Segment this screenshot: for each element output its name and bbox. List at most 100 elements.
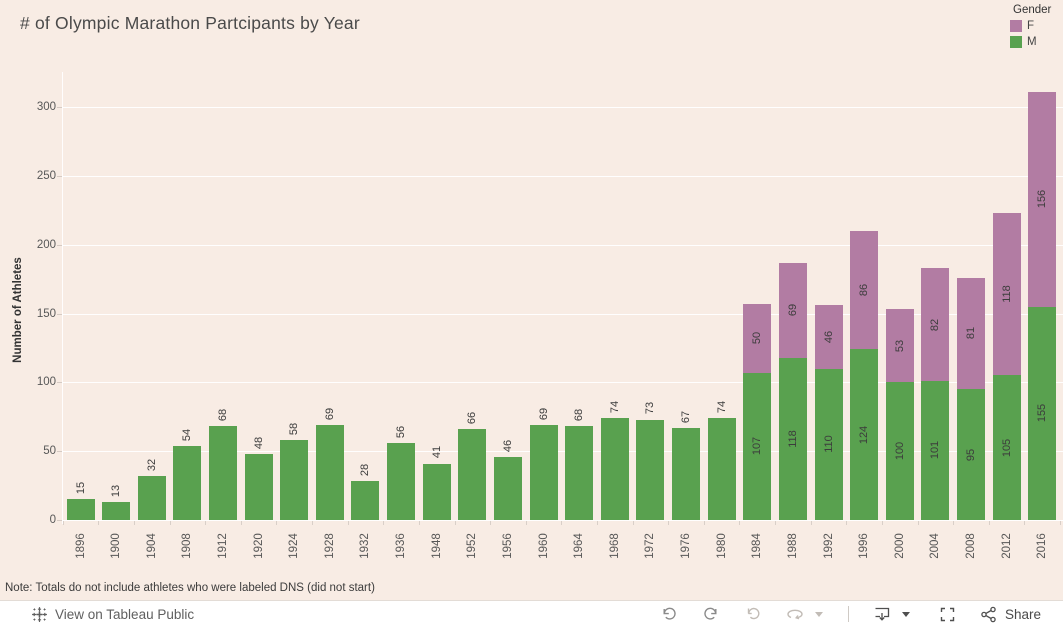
- bar-2008-m[interactable]: [957, 389, 985, 520]
- bar-label-1996-f: 86: [858, 283, 871, 297]
- x-tick-14: [561, 521, 563, 525]
- bar-label-2000-f: 53: [893, 339, 906, 352]
- bar-label-1928: 69: [323, 407, 336, 421]
- footer-bar: View on Tableau Public: [0, 600, 1063, 627]
- y-tick-label-150: 150: [36, 307, 56, 320]
- bar-2000-f[interactable]: [885, 309, 914, 383]
- bar-1988-f[interactable]: [778, 262, 807, 358]
- legend-item-m[interactable]: M: [1010, 36, 1062, 48]
- bar-1992-f[interactable]: [814, 305, 843, 369]
- bar-1900-m[interactable]: [102, 502, 131, 520]
- bar-2012-m[interactable]: [992, 375, 1021, 520]
- bar-label-2012-f: 118: [1000, 285, 1013, 303]
- x-axis-label-1920: 1920: [252, 533, 265, 559]
- bar-label-1976: 67: [680, 410, 693, 423]
- x-tick-28: [1060, 521, 1062, 525]
- bar-1988-m[interactable]: [778, 357, 807, 520]
- bar-label-1984-m: 107: [751, 437, 764, 456]
- bar-1936-m[interactable]: [387, 442, 416, 520]
- x-axis-label-1908: 1908: [181, 533, 194, 559]
- bar-2008-f[interactable]: [957, 277, 985, 390]
- x-tick-20: [775, 521, 777, 525]
- bar-1960-m[interactable]: [529, 425, 558, 520]
- toolbar: Share: [660, 605, 1041, 624]
- view-on-tableau-public-link[interactable]: View on Tableau Public: [31, 606, 194, 623]
- bar-label-1932: 28: [359, 464, 372, 477]
- fullscreen-button[interactable]: [939, 605, 957, 623]
- legend-item-f[interactable]: F: [1010, 20, 1062, 32]
- bar-1972-m[interactable]: [636, 419, 665, 520]
- bar-1996-m[interactable]: [850, 349, 879, 520]
- x-axis-label-1952: 1952: [466, 533, 479, 559]
- revert-icon: [744, 605, 762, 623]
- bar-label-2012-m: 105: [1000, 438, 1013, 457]
- x-axis-label-1936: 1936: [395, 533, 408, 559]
- bar-2004-m[interactable]: [921, 380, 950, 520]
- undo-button[interactable]: [660, 605, 678, 623]
- x-axis-label-1904: 1904: [145, 533, 158, 559]
- bar-label-1908: 54: [181, 428, 194, 441]
- bar-1976-m[interactable]: [672, 427, 701, 520]
- bar-1968-m[interactable]: [600, 418, 629, 520]
- bar-1912-m[interactable]: [208, 426, 237, 520]
- bar-label-1980: 74: [715, 400, 728, 414]
- y-tick-label-200: 200: [36, 238, 56, 251]
- revert-button[interactable]: [744, 605, 762, 623]
- page-title: # of Olympic Marathon Partcipants by Yea…: [20, 13, 360, 33]
- bar-1908-m[interactable]: [173, 445, 202, 520]
- bar-1984-m[interactable]: [743, 372, 772, 520]
- bar-1928-m[interactable]: [315, 425, 344, 520]
- legend-label-f: F: [1027, 20, 1035, 32]
- refresh-caret-button[interactable]: [810, 605, 828, 623]
- x-tick-7: [312, 521, 314, 525]
- fullscreen-icon: [938, 605, 957, 624]
- bar-label-1900: 13: [110, 484, 123, 498]
- x-axis-label-2000: 2000: [893, 533, 906, 559]
- gridline-150: [62, 313, 1063, 315]
- bar-1932-m[interactable]: [351, 481, 380, 520]
- bar-label-1964: 68: [573, 409, 586, 422]
- x-axis-label-1992: 1992: [822, 533, 835, 559]
- x-axis-label-1996: 1996: [858, 533, 871, 559]
- bar-1964-m[interactable]: [565, 426, 594, 520]
- bar-1948-m[interactable]: [422, 463, 451, 520]
- bar-1924-m[interactable]: [280, 440, 309, 520]
- bar-label-1960: 69: [537, 407, 550, 421]
- download-button[interactable]: [873, 605, 891, 623]
- refresh-button[interactable]: [786, 605, 804, 623]
- bar-label-2008-f: 81: [965, 327, 977, 340]
- x-tick-17: [668, 521, 670, 525]
- bar-1896-m[interactable]: [66, 499, 95, 520]
- share-icon: [979, 605, 998, 624]
- x-axis-label-1964: 1964: [573, 533, 586, 559]
- redo-button[interactable]: [702, 605, 720, 623]
- bar-1920-m[interactable]: [244, 453, 273, 520]
- bar-1996-f[interactable]: [850, 230, 879, 350]
- bar-1904-m[interactable]: [137, 475, 166, 520]
- y-tick-label-50: 50: [43, 445, 56, 458]
- x-axis-label-1896: 1896: [74, 533, 87, 559]
- bar-2004-f[interactable]: [921, 268, 950, 381]
- bar-label-1920: 48: [252, 436, 265, 449]
- bar-2012-f[interactable]: [992, 213, 1021, 376]
- gridline-50: [62, 451, 1063, 453]
- x-tick-13: [525, 521, 527, 525]
- bar-1992-m[interactable]: [814, 368, 843, 520]
- bar-2000-m[interactable]: [885, 382, 914, 520]
- x-axis-label-1976: 1976: [680, 533, 693, 559]
- share-button[interactable]: Share: [979, 605, 1041, 624]
- bar-1980-m[interactable]: [707, 418, 736, 520]
- bar-1984-f[interactable]: [743, 303, 772, 373]
- gridline-0: [62, 520, 1063, 521]
- legend-label-m: M: [1027, 36, 1037, 48]
- bar-2016-m[interactable]: [1028, 306, 1057, 520]
- bar-1956-m[interactable]: [493, 456, 522, 520]
- bar-2016-f[interactable]: [1028, 91, 1057, 307]
- download-caret-button[interactable]: [897, 605, 915, 623]
- x-tick-19: [739, 521, 741, 525]
- gridline-300: [62, 107, 1063, 108]
- bar-1952-m[interactable]: [458, 429, 487, 520]
- x-axis-label-1956: 1956: [501, 533, 514, 559]
- x-axis-label-2004: 2004: [929, 533, 942, 559]
- bar-label-1924: 58: [288, 422, 301, 436]
